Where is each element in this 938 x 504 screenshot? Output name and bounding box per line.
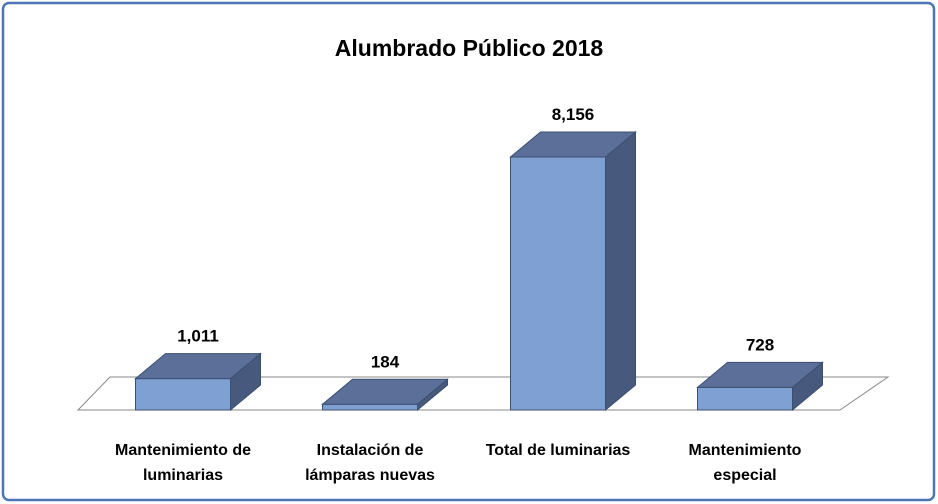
bar [696,361,824,412]
x-tick-label: Mantenimiento especial [688,442,802,484]
x-tick-label: Total de luminarias [485,442,631,459]
bar-top [509,131,637,158]
bar-side [605,130,636,412]
bar [509,130,637,412]
x-tick-label: Mantenimiento de luminarias [114,442,251,484]
bar [321,378,449,412]
value-label: 184 [371,352,400,371]
chart-title: Alumbrado Público 2018 [335,35,604,61]
bar-front [135,378,231,411]
bar-top [321,378,449,405]
bar-front [322,403,418,411]
value-label: 1,011 [177,327,219,346]
x-tick-label: Instalación de lámparas nuevas [305,442,435,484]
bar-front [697,386,793,411]
bar-top [134,353,262,380]
value-label: 728 [746,335,774,354]
bar [134,352,262,412]
bar-front [510,156,606,411]
bar-top [696,361,824,388]
value-label: 8,156 [552,105,595,124]
